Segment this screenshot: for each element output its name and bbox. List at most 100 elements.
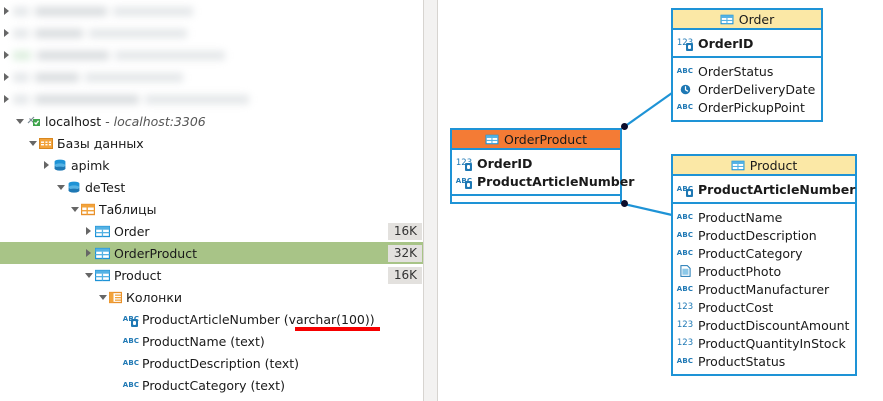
- expand-arrow-icon[interactable]: [82, 220, 95, 242]
- collapse-arrow-icon[interactable]: [68, 198, 81, 220]
- redacted-tree-row[interactable]: [0, 88, 424, 110]
- number-icon: 123: [676, 301, 694, 312]
- tables-folder-icon: [81, 203, 95, 216]
- er-column-productarticlenumber[interactable]: ABC ProductArticleNumber: [673, 180, 855, 198]
- tree-item-databases-folder[interactable]: Базы данных: [0, 132, 424, 154]
- er-column-orderdeliverydate[interactable]: OrderDeliveryDate: [673, 80, 821, 98]
- er-table-orderproduct[interactable]: OrderProduct 123 OrderID ABC ProductArti…: [450, 128, 634, 204]
- er-primary-key-group: 123 OrderID ABC ProductArticleNumber: [452, 150, 634, 196]
- er-diagram-canvas[interactable]: Order 123 OrderID ABC OrderStatus: [438, 0, 883, 401]
- panel-divider-left[interactable]: [423, 0, 424, 401]
- redacted-content: [13, 94, 249, 104]
- tree-item-column-productname[interactable]: ABC ProductName (text): [0, 330, 424, 352]
- er-column-productname[interactable]: ABC ProductName: [673, 208, 855, 226]
- expand-arrow-icon[interactable]: [0, 88, 13, 110]
- expand-arrow-icon[interactable]: [0, 0, 13, 22]
- er-column-label: OrderID: [477, 155, 533, 171]
- number-key-icon: 123: [677, 36, 693, 51]
- number-icon: 123: [676, 337, 694, 348]
- tree-item-table-product[interactable]: Product 16K: [0, 264, 424, 286]
- red-underline-annotation: [295, 327, 380, 331]
- er-column-orderid[interactable]: 123 OrderID: [673, 34, 821, 52]
- er-column-orderid[interactable]: 123 OrderID: [452, 154, 620, 172]
- er-column-orderpickuppoint[interactable]: ABC OrderPickupPoint: [673, 98, 821, 116]
- collapse-arrow-icon[interactable]: [96, 286, 109, 308]
- er-column-label: ProductName: [698, 209, 783, 225]
- abc-icon: ABC: [676, 284, 694, 293]
- collapse-arrow-icon[interactable]: [82, 264, 95, 286]
- relationship-endpoint-dot: [621, 123, 628, 130]
- er-column-group: ABC OrderStatus OrderDeliveryDate ABC Or…: [673, 58, 821, 120]
- tree-item-column-clipped[interactable]: [0, 396, 424, 401]
- er-table-name: Product: [749, 157, 798, 173]
- tree-item-table-orderproduct[interactable]: OrderProduct 32K: [0, 242, 424, 264]
- columns-folder-icon: [109, 291, 122, 304]
- tree-item-column-productcategory[interactable]: ABC ProductCategory (text): [0, 374, 424, 396]
- abc-icon: ABC: [676, 356, 694, 365]
- tree-item-columns-folder[interactable]: Колонки: [0, 286, 424, 308]
- spacer: [673, 370, 855, 374]
- er-column-productphoto[interactable]: ProductPhoto: [673, 262, 855, 280]
- database-navigator-tree[interactable]: localhost - localhost:3306 Базы данных: [0, 0, 424, 401]
- expand-arrow-icon[interactable]: [0, 44, 13, 66]
- er-column-label: ProductStatus: [698, 353, 786, 369]
- panel-divider-right[interactable]: [437, 0, 438, 401]
- expand-arrow-icon[interactable]: [0, 22, 13, 44]
- er-column-productcost[interactable]: 123 ProductCost: [673, 298, 855, 316]
- collapse-arrow-icon[interactable]: [13, 110, 26, 132]
- tree-item-label: localhost: [45, 113, 102, 129]
- tree-item-label: ProductCategory (text): [142, 377, 285, 393]
- er-column-productcategory[interactable]: ABC ProductCategory: [673, 244, 855, 262]
- er-column-orderstatus[interactable]: ABC OrderStatus: [673, 62, 821, 80]
- table-icon: [95, 247, 110, 260]
- expand-arrow-icon[interactable]: [0, 66, 13, 88]
- abc-icon: ABC: [676, 102, 694, 111]
- redacted-tree-row[interactable]: [0, 0, 424, 22]
- table-icon: [95, 225, 110, 238]
- databases-folder-icon: [39, 137, 53, 150]
- tree-item-label: ProductName (text): [142, 333, 265, 349]
- blob-icon: [677, 265, 693, 277]
- er-column-productdescription[interactable]: ABC ProductDescription: [673, 226, 855, 244]
- er-column-productmanufacturer[interactable]: ABC ProductManufacturer: [673, 280, 855, 298]
- er-column-label: ProductDiscountAmount: [698, 317, 850, 333]
- clock-icon: [677, 84, 693, 95]
- tree-item-label: Колонки: [126, 289, 183, 305]
- table-icon: [731, 160, 745, 171]
- redacted-tree-row[interactable]: [0, 22, 424, 44]
- redacted-content: [13, 72, 183, 82]
- relationship-endpoint-dot: [621, 200, 628, 207]
- tree-item-table-order[interactable]: Order 16K: [0, 220, 424, 242]
- abc-key-column-icon: ABC: [123, 312, 139, 327]
- tree-item-detest[interactable]: deTest: [0, 176, 424, 198]
- er-table-header-order[interactable]: Order: [673, 10, 821, 30]
- er-column-productstatus[interactable]: ABC ProductStatus: [673, 352, 855, 370]
- er-column-label: OrderID: [698, 35, 754, 51]
- tree-item-label: ProductDescription (text): [142, 355, 300, 371]
- expand-arrow-icon[interactable]: [82, 242, 95, 264]
- tree-item-label: Order: [114, 223, 150, 239]
- redacted-tree-row[interactable]: [0, 66, 424, 88]
- expand-arrow-icon[interactable]: [40, 154, 53, 176]
- er-column-productarticlenumber[interactable]: ABC ProductArticleNumber: [452, 172, 634, 190]
- tree-item-label: OrderProduct: [114, 245, 197, 261]
- tree-item-column-productarticlenumber[interactable]: ABC ProductArticleNumber (varchar(100)): [0, 308, 424, 330]
- table-icon: [485, 134, 499, 145]
- tree-item-apimk[interactable]: apimk: [0, 154, 424, 176]
- er-table-product[interactable]: Product ABC ProductArticleNumber ABC Pro…: [671, 154, 857, 376]
- er-table-header-product[interactable]: Product: [673, 156, 855, 176]
- collapse-arrow-icon[interactable]: [54, 176, 67, 198]
- panel-gap: [424, 0, 437, 401]
- er-table-order[interactable]: Order 123 OrderID ABC OrderStatus: [671, 8, 823, 122]
- tree-item-localhost[interactable]: localhost - localhost:3306: [0, 110, 424, 132]
- redacted-tree-row[interactable]: [0, 44, 424, 66]
- spacer: [452, 190, 620, 194]
- redacted-content: [13, 50, 225, 60]
- spacer: [673, 52, 821, 56]
- er-column-productquantityinstock[interactable]: 123 ProductQuantityInStock: [673, 334, 855, 352]
- tree-item-tables-folder[interactable]: Таблицы: [0, 198, 424, 220]
- er-column-productdiscountamount[interactable]: 123 ProductDiscountAmount: [673, 316, 855, 334]
- er-table-header-orderproduct[interactable]: OrderProduct: [452, 130, 620, 150]
- tree-item-column-productdescription[interactable]: ABC ProductDescription (text): [0, 352, 424, 374]
- collapse-arrow-icon[interactable]: [26, 132, 39, 154]
